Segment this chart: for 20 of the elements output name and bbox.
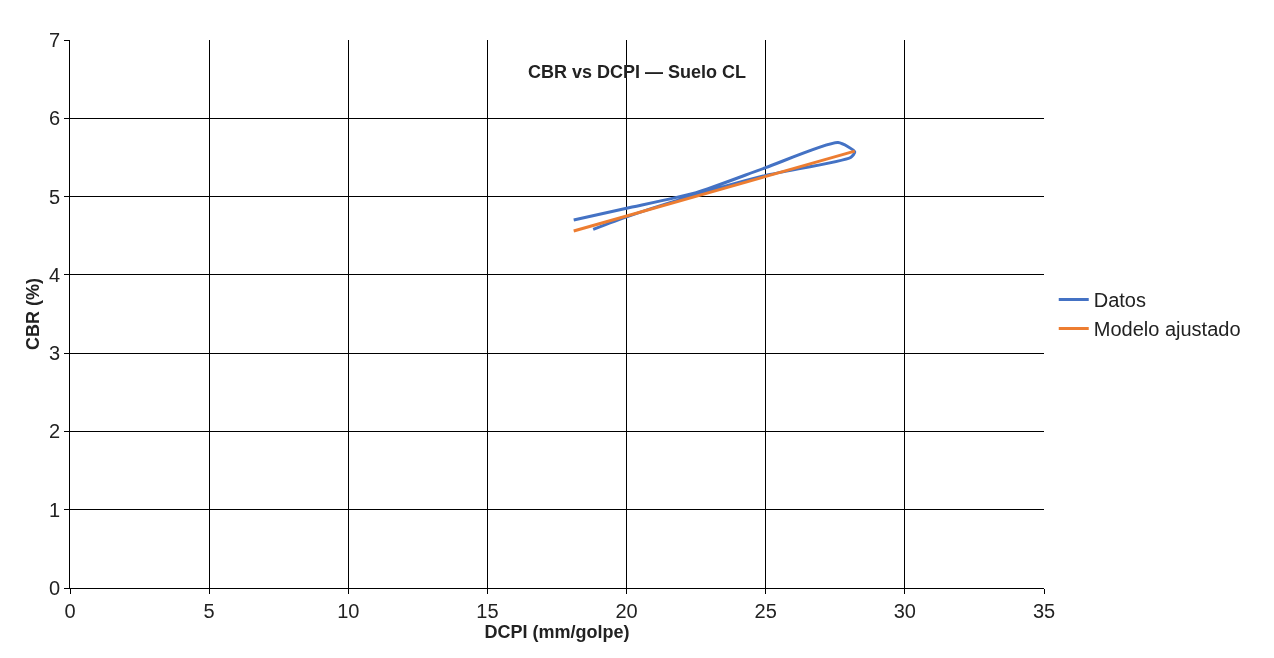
x-tick-label: 15 xyxy=(476,600,499,622)
x-tick-label: 10 xyxy=(337,600,360,622)
y-tick-label: 2 xyxy=(48,420,60,443)
legend-label: Modelo ajustado xyxy=(1093,318,1241,341)
x-tick-label: 0 xyxy=(64,600,76,622)
y-tick-label: 7 xyxy=(48,29,60,51)
x-tick-label: 35 xyxy=(1032,600,1056,622)
y-tick-label: 0 xyxy=(48,577,60,599)
y-axis-title: CBR (%) xyxy=(23,278,44,350)
x-tick-label: 20 xyxy=(615,600,638,622)
x-tick-label: 5 xyxy=(203,600,215,622)
y-tick-label: 3 xyxy=(48,342,60,365)
y-tick-label: 4 xyxy=(48,263,60,286)
legend-label: Datos xyxy=(1093,289,1146,312)
x-axis-title: DCPI (mm/golpe) xyxy=(484,622,630,642)
y-tick-label: 5 xyxy=(48,185,60,208)
x-tick-label: 25 xyxy=(754,600,777,622)
x-tick-label: 30 xyxy=(893,600,916,622)
y-tick-label: 1 xyxy=(48,498,60,521)
y-tick-label: 6 xyxy=(48,107,60,130)
